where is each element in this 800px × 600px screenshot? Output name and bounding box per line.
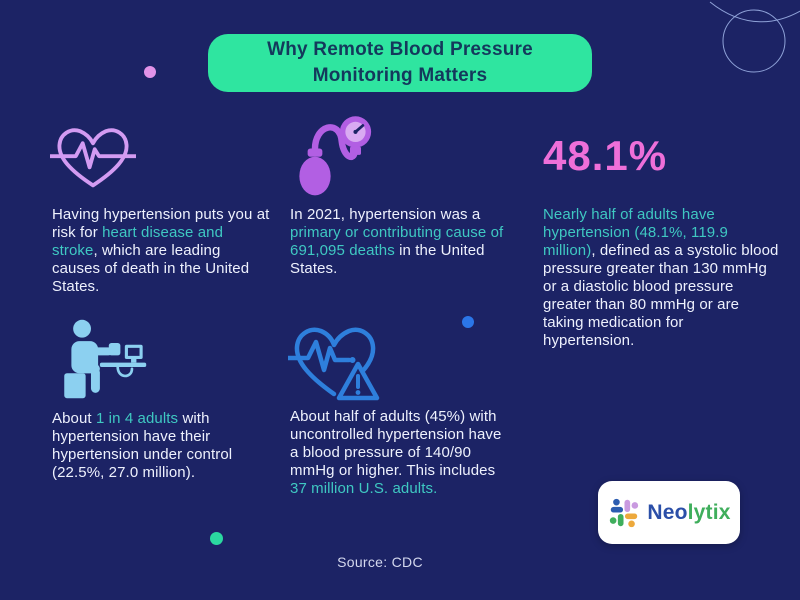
neolytix-logo: Neolytix bbox=[598, 481, 740, 544]
heart-warning-icon bbox=[288, 327, 380, 401]
text-segment-accent: 1 in 4 adults bbox=[95, 410, 179, 427]
teal-dot-decoration bbox=[210, 532, 223, 545]
heart-pulse-icon bbox=[50, 128, 136, 188]
circle-swirl-decoration bbox=[709, 1, 800, 73]
logo-text-neo: Neo bbox=[647, 500, 688, 524]
text-segment: , which are leading causes of death in t… bbox=[52, 242, 250, 295]
text-segment: with hypertension have their hypertensio… bbox=[52, 410, 233, 481]
person-measuring-icon bbox=[64, 319, 147, 399]
blue-dot-decoration bbox=[462, 316, 474, 328]
source-attribution: Source: CDC bbox=[337, 554, 423, 570]
text-segment-accent: 37 million U.S. adults. bbox=[290, 480, 438, 497]
bp-monitor-icon bbox=[299, 116, 372, 196]
stat-48-percent-value: 48.1% bbox=[543, 132, 668, 179]
text-segment-accent: Nearly half of adults have hypertension … bbox=[543, 206, 728, 259]
text-segment: In 2021, hypertension was a bbox=[290, 206, 481, 223]
text-segment: About bbox=[52, 410, 96, 427]
neolytix-logo-text: Neolytix bbox=[647, 501, 730, 525]
title-banner: Why Remote Blood Pressure Monitoring Mat… bbox=[208, 34, 592, 92]
text-segment: About half of adults (45%) with uncontro… bbox=[290, 408, 502, 479]
pink-dot-decoration bbox=[144, 66, 156, 78]
stat-uncontrolled-text: About half of adults (45%) with uncontro… bbox=[290, 408, 512, 498]
logo-text-lytix: lytix bbox=[687, 500, 731, 524]
stat-under-control-text: About 1 in 4 adults with hypertension ha… bbox=[52, 410, 284, 482]
stat-48-percent-text: Nearly half of adults have hypertension … bbox=[543, 206, 779, 350]
text-segment: , defined as a systolic blood pressure g… bbox=[543, 242, 779, 349]
text-segment-accent: primary or contributing cause of 691,095… bbox=[290, 224, 504, 259]
neolytix-logo-icon bbox=[610, 498, 639, 527]
stat-hypertension-risk-text: Having hypertension puts you at risk for… bbox=[52, 206, 270, 296]
text-segment: in the United States. bbox=[290, 242, 485, 277]
stat-deaths-2021-text: In 2021, hypertension was a primary or c… bbox=[290, 206, 512, 278]
text-segment-accent: heart disease and stroke bbox=[52, 224, 224, 259]
text-segment: Having hypertension puts you at risk for bbox=[52, 206, 270, 241]
title-line-2: Monitoring Matters bbox=[312, 65, 488, 86]
title-line-1: Why Remote Blood Pressure bbox=[267, 39, 533, 60]
